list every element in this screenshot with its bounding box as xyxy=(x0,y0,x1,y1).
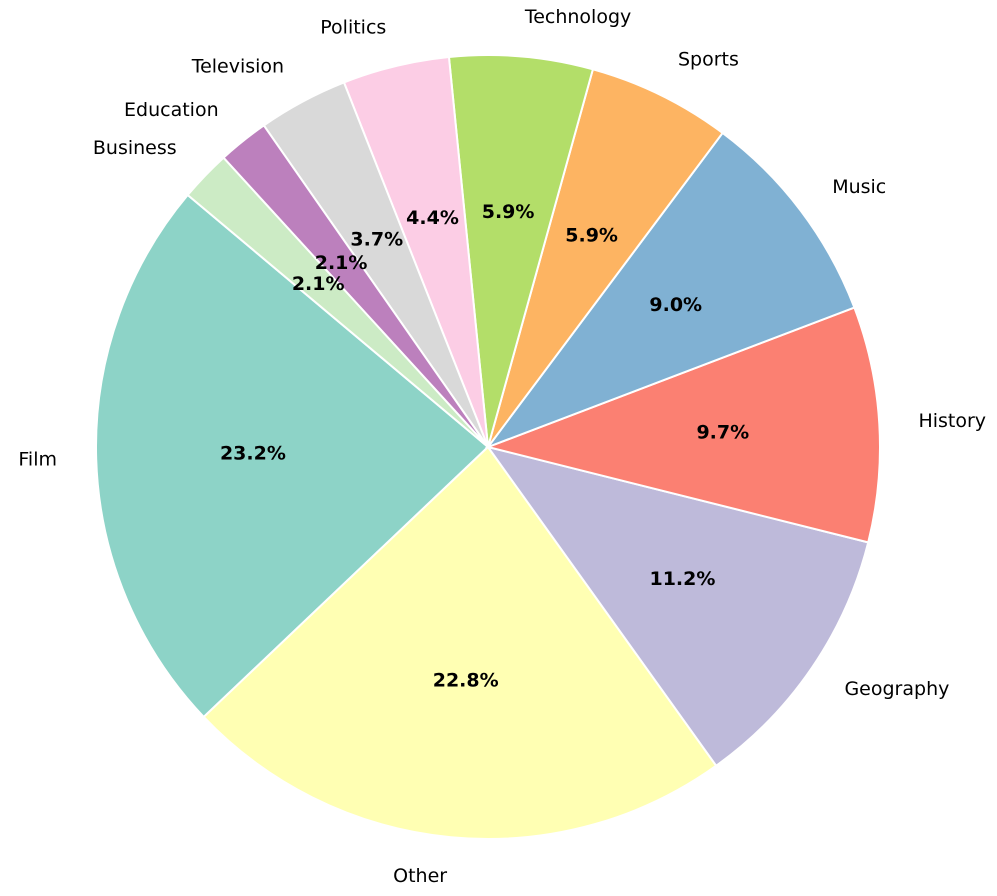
slice-label: Technology xyxy=(524,6,631,28)
slice-label: Other xyxy=(393,865,447,887)
pct-label: 11.2% xyxy=(649,568,715,590)
slice-label: Film xyxy=(18,449,57,471)
pct-label: 3.7% xyxy=(350,228,403,250)
pie-slice xyxy=(485,445,870,768)
slice-label: Politics xyxy=(320,16,386,38)
slice-label: Business xyxy=(93,137,177,159)
pie-slice xyxy=(487,68,724,448)
pie-slice xyxy=(485,131,856,450)
pct-label: 5.9% xyxy=(482,201,535,223)
pct-label: 4.4% xyxy=(406,207,459,229)
slice-label: Sports xyxy=(678,48,739,70)
pct-label: 23.2% xyxy=(220,443,286,465)
pct-label: 2.1% xyxy=(315,252,368,274)
slice-label: Television xyxy=(191,56,284,78)
pct-label: 9.0% xyxy=(649,294,702,316)
pie-slice xyxy=(186,156,489,448)
slice-label: Education xyxy=(124,99,219,121)
slice-label: Music xyxy=(832,176,886,198)
pct-label: 2.1% xyxy=(292,273,345,295)
pie-slice xyxy=(484,306,881,544)
pie-slice xyxy=(447,54,595,448)
slice-label: Geography xyxy=(844,678,949,700)
pct-label: 22.8% xyxy=(433,670,499,692)
pie-slice xyxy=(202,445,718,840)
slice-label: History xyxy=(918,410,986,432)
pie-slice xyxy=(95,193,490,719)
pct-label: 5.9% xyxy=(565,224,618,246)
pct-label: 9.7% xyxy=(696,422,749,444)
